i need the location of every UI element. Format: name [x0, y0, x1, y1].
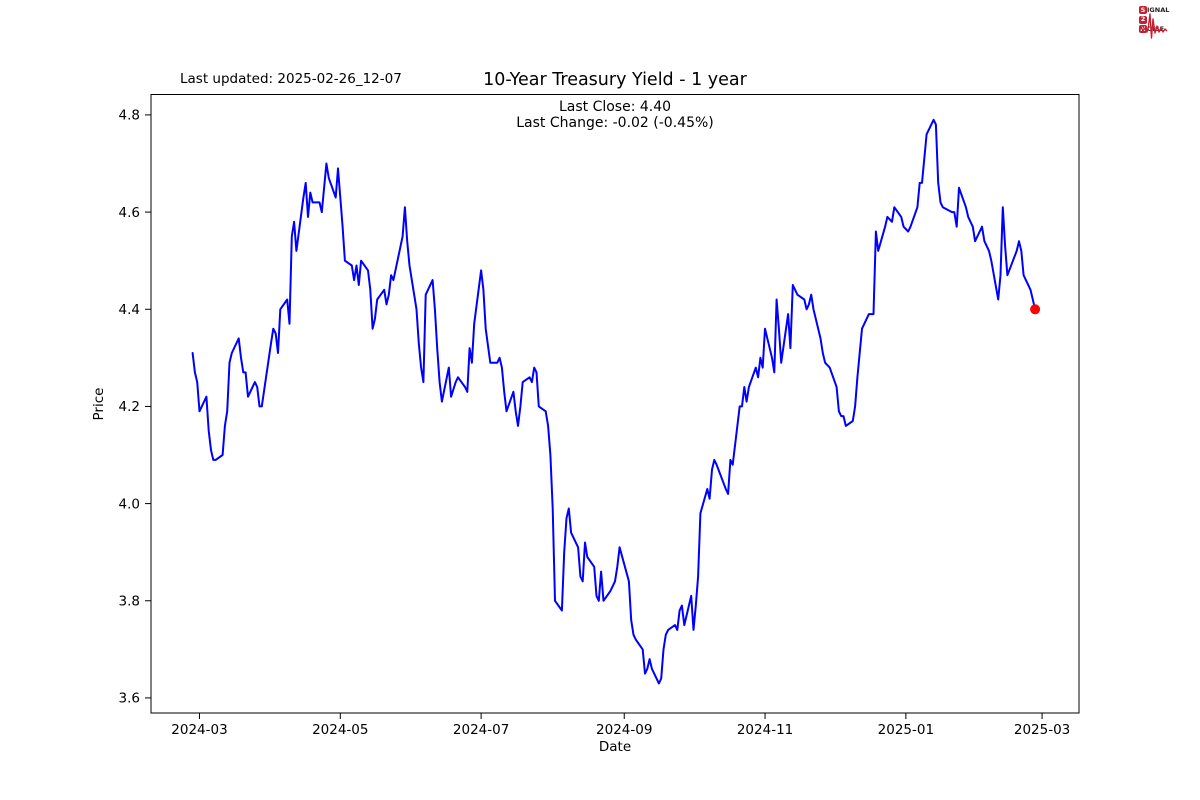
logo-letter-n: N [1139, 24, 1147, 33]
x-axis-label: Date [599, 739, 631, 755]
x-tick-label: 2024-07 [453, 722, 509, 738]
last-updated-label: Last updated: 2025-02-26_12-07 [180, 71, 402, 87]
x-tick-label: 2024-11 [737, 722, 793, 738]
signal-2-noise-logo: S IGNAL 2 N OISE [1139, 5, 1170, 39]
x-tick-label: 2025-01 [878, 722, 934, 738]
x-tick-label: 2024-03 [171, 722, 227, 738]
y-axis-label: Price [91, 388, 107, 421]
x-axis-ticks: 2024-03 2024-05 2024-07 2024-09 2024-11 2025-… [171, 713, 1070, 738]
logo-digit-2: 2 [1139, 15, 1147, 24]
y-tick-label: 4.2 [119, 399, 140, 415]
price-line [191, 118, 1037, 685]
y-tick-label: 3.8 [119, 594, 140, 610]
y-tick-label: 3.6 [119, 691, 140, 707]
last-close-label: Last Close: 4.40 [558, 99, 672, 115]
y-tick-label: 4.4 [119, 302, 140, 318]
y-axis-ticks: 3.6 3.8 4.0 4.2 4.4 4.6 4.8 [119, 108, 151, 707]
chart-title: 10-Year Treasury Yield - 1 year [483, 70, 747, 90]
y-tick-label: 4.6 [119, 205, 140, 221]
last-close-marker [1030, 304, 1041, 315]
y-tick-label: 4.8 [119, 108, 140, 124]
x-tick-label: 2025-03 [1014, 722, 1070, 738]
ekg-waveform-icon [1139, 13, 1168, 39]
x-tick-label: 2024-09 [596, 722, 652, 738]
logo-word-signal: S IGNAL [1139, 5, 1170, 14]
logo-letter-s: S [1139, 5, 1147, 14]
y-tick-label: 4.0 [119, 496, 140, 512]
last-change-label: Last Change: -0.02 (-0.45%) [516, 114, 714, 131]
logo-word-2: 2 [1139, 15, 1169, 24]
x-tick-label: 2024-05 [312, 722, 368, 738]
plot-border [150, 94, 1080, 714]
